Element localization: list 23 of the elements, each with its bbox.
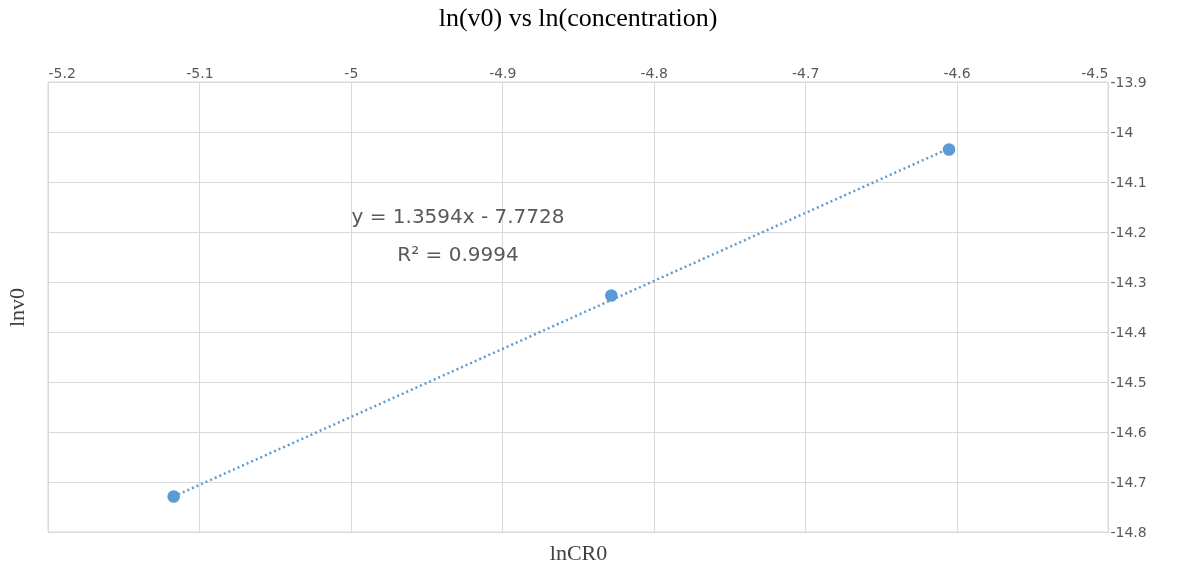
y-tick-label: -14.5 (1110, 373, 1147, 390)
y-tick-label: -14.8 (1110, 523, 1147, 540)
x-tick-label: -4.7 (791, 64, 820, 81)
y-tick-label: -14.3 (1110, 273, 1147, 290)
x-tick-label: -4.5 (1081, 64, 1109, 81)
x-tick-label: -5 (344, 64, 359, 81)
y-tick-label: -14.2 (1110, 223, 1147, 240)
annotation: y = 1.3594x - 7.7728 (351, 204, 565, 228)
y-axis-title: lnv0 (3, 287, 29, 328)
x-tick-label: -4.8 (640, 64, 668, 81)
x-axis-title: lnCR0 (549, 539, 608, 565)
y-tick-label: -14 (1110, 123, 1134, 140)
y-tick-label: -13.9 (1110, 73, 1147, 90)
x-tick-label: -5.2 (48, 64, 76, 81)
annotation: R² = 0.9994 (397, 242, 519, 266)
x-tick-label: -4.6 (943, 64, 971, 81)
y-tick-label: -14.1 (1110, 173, 1147, 190)
y-tick-label: -14.4 (1110, 323, 1147, 340)
y-tick-label: -14.6 (1110, 423, 1147, 440)
chart-title: ln(v0) vs ln(concentration) (438, 3, 718, 32)
y-tick-label: -14.7 (1110, 473, 1147, 490)
x-tick-label: -5.1 (186, 64, 214, 81)
x-tick-label: -4.9 (489, 64, 517, 81)
